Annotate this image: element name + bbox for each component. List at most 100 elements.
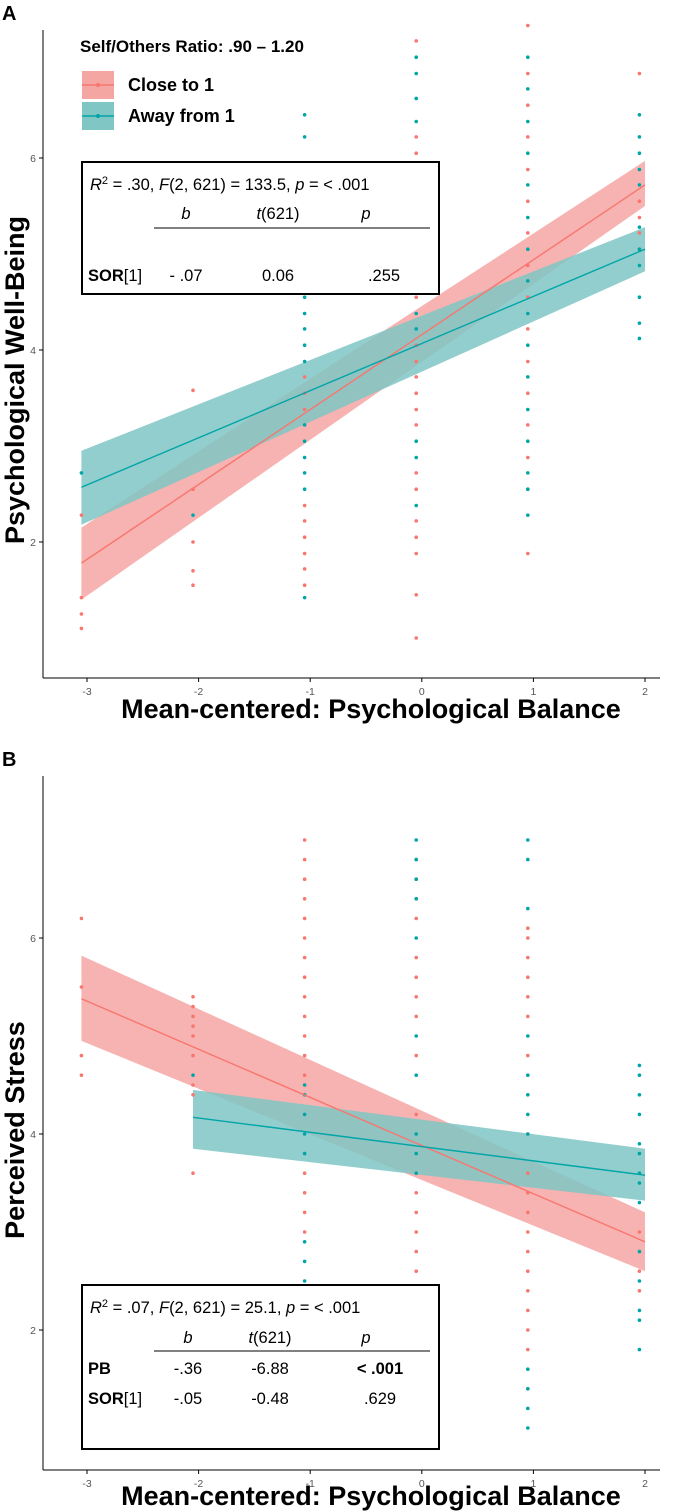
point-away (526, 1073, 530, 1077)
b-p-rest: = < .001 (295, 1299, 360, 1317)
point-close (414, 295, 419, 300)
x-tick-label: -3 (82, 1478, 91, 1490)
panel-a-ticks: -3 -2 -1 0 1 2 2 4 6 (30, 153, 648, 698)
point-close (637, 199, 642, 203)
point-away (414, 877, 419, 881)
point-close (414, 375, 419, 379)
point-close (414, 995, 419, 999)
point-close (526, 1053, 530, 1058)
point-close (191, 1014, 195, 1019)
panel-a-data-points (79, 23, 642, 640)
b-row-pb-b: -.36 (174, 1360, 202, 1378)
point-away (526, 183, 530, 187)
legend-dot-away (96, 114, 100, 118)
point-close (191, 388, 195, 393)
fit-line-close (81, 998, 646, 1243)
point-close (302, 407, 307, 412)
panel-b-stats-box: R2 = .07, F(2, 621) = 25.1, p = < .001 b… (81, 1284, 440, 1450)
point-close (526, 455, 530, 460)
point-close (302, 1014, 307, 1019)
point-close (526, 1210, 530, 1215)
point-close (526, 1171, 530, 1175)
point-close (191, 995, 195, 999)
fit-line-away (81, 248, 646, 488)
point-away (302, 359, 307, 364)
fit-line-close (81, 184, 646, 564)
point-close (526, 1328, 530, 1332)
point-close (191, 569, 195, 573)
y-tick-label: 2 (30, 1325, 36, 1337)
point-away (414, 1073, 419, 1077)
point-away (414, 503, 419, 508)
point-away (526, 87, 530, 91)
point-away (526, 247, 530, 251)
b-row-sor-b: -.05 (174, 1390, 202, 1408)
x-tick-label: -3 (82, 686, 91, 698)
legend-title: Self/Others Ratio: .90 – 1.20 (80, 37, 304, 56)
point-close (302, 1073, 307, 1077)
point-close (302, 503, 307, 508)
x-tick-label: -1 (306, 686, 315, 698)
point-away (637, 1063, 642, 1068)
point-close (414, 1112, 419, 1117)
point-away (637, 151, 642, 155)
point-close (637, 1289, 642, 1293)
point-close (414, 1191, 419, 1195)
point-close (526, 936, 530, 940)
point-away (414, 838, 419, 842)
band-away (81, 227, 646, 525)
point-close (414, 151, 419, 155)
point-away (414, 311, 419, 316)
point-away (414, 327, 419, 331)
point-away (302, 455, 307, 460)
a-f-rest: (2, 621) = 133.5, (169, 176, 295, 194)
point-close (414, 636, 419, 640)
b-header-p: p (360, 1329, 370, 1347)
point-close (191, 1083, 195, 1087)
point-away (414, 1034, 419, 1038)
point-close (526, 359, 530, 364)
point-close (526, 551, 530, 556)
point-close (526, 199, 530, 203)
point-away (526, 857, 530, 862)
point-close (414, 916, 419, 921)
b-row-pb-label: PB (88, 1360, 111, 1378)
a-p-rest: = < .001 (304, 176, 369, 194)
point-away (637, 225, 642, 229)
point-away (526, 487, 530, 492)
panel-b-label: B (2, 749, 16, 771)
point-close (302, 583, 307, 587)
point-close (302, 535, 307, 539)
point-away (526, 215, 530, 220)
point-close (526, 1014, 530, 1019)
x-tick-label: -2 (194, 1478, 203, 1490)
b-row-sor-p: .629 (364, 1390, 396, 1408)
point-close (414, 359, 419, 364)
y-tick-label: 6 (30, 933, 36, 945)
point-close (191, 1004, 195, 1009)
point-close (302, 1053, 307, 1058)
point-close (526, 1347, 530, 1352)
point-close (637, 71, 642, 76)
point-away (526, 1426, 530, 1430)
legend: Self/Others Ratio: .90 – 1.20 Close to 1… (80, 37, 304, 130)
panel-a-stats-summary: R2 = .30, F(2, 621) = 133.5, p = < .001 (90, 175, 370, 194)
point-close (526, 975, 530, 979)
a-header-b: b (181, 205, 190, 223)
b-r2-rest: = .07, (108, 1299, 159, 1317)
point-close (414, 135, 419, 139)
point-close (414, 1269, 419, 1273)
point-away (302, 1083, 307, 1087)
point-away (637, 336, 642, 341)
point-away (302, 311, 307, 316)
fit-line-away (192, 1116, 646, 1176)
point-away (191, 513, 195, 517)
point-close (526, 71, 530, 76)
point-away (302, 1279, 307, 1283)
point-away (302, 423, 307, 427)
point-close (302, 995, 307, 999)
legend-dot-close (96, 83, 100, 87)
legend-label-away: Away from 1 (128, 106, 235, 126)
point-away (414, 119, 419, 124)
point-close (637, 231, 642, 235)
